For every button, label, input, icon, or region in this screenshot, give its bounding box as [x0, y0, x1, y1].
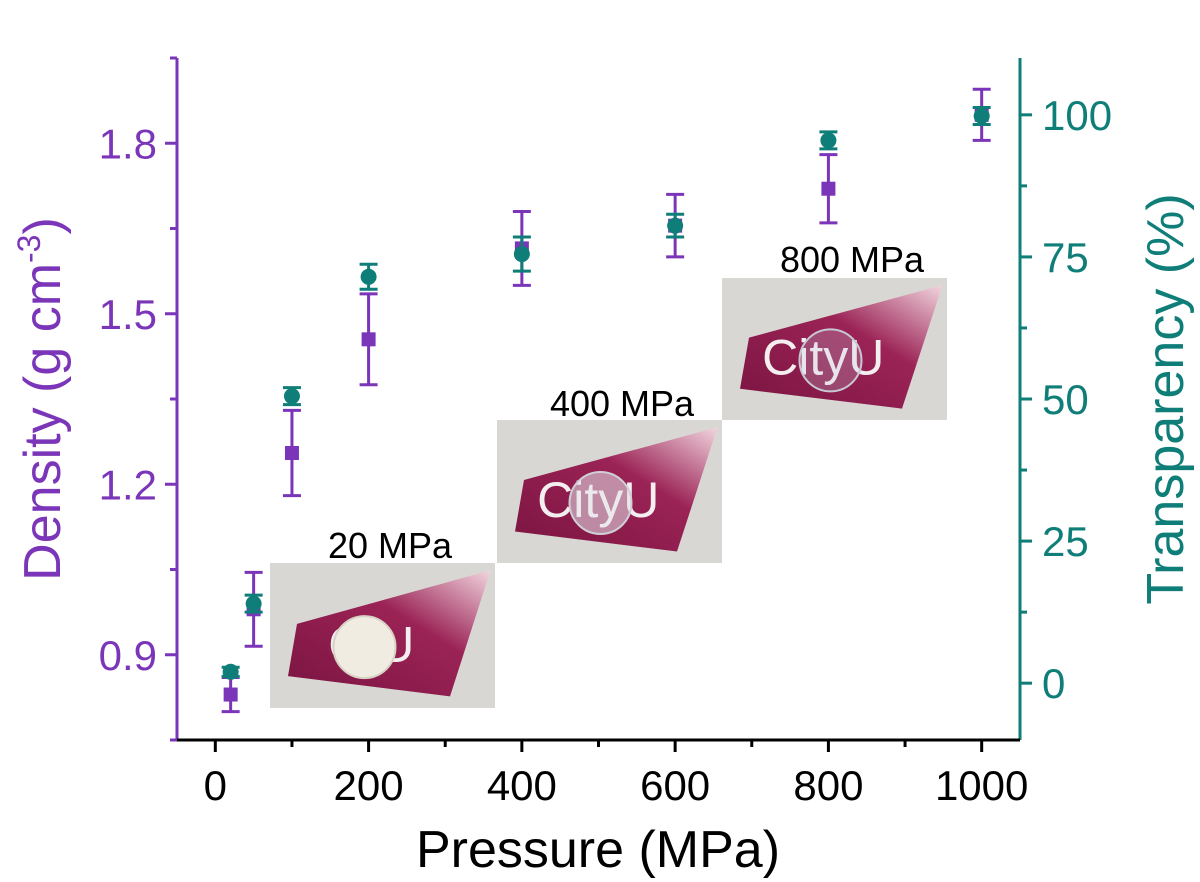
transparency-point — [360, 268, 377, 285]
sample-disk — [568, 470, 633, 535]
transparency-point — [513, 246, 530, 263]
x-axis-title: Pressure (MPa) — [416, 821, 780, 879]
photo-inset-1: C U20 MPa — [270, 525, 495, 708]
right-tick-label: 50 — [1042, 376, 1089, 423]
series-layer — [221, 87, 991, 714]
left-axis-title: Density (g cm-3) — [11, 217, 72, 581]
transparency-point — [283, 388, 300, 405]
transparency-point — [667, 217, 684, 234]
logo-card — [740, 285, 943, 409]
density-point — [821, 181, 836, 196]
x-tick-label: 800 — [793, 762, 863, 809]
right-axis-ticks: 0 25 50 75 100 — [1020, 92, 1112, 707]
density-point — [223, 687, 238, 702]
density-point — [284, 445, 299, 460]
pressure-annotation: 20 MPa — [328, 525, 453, 566]
photo-inset-3: CityU 800 MPa — [722, 239, 947, 420]
pressure-annotation: 400 MPa — [550, 383, 695, 424]
x-axis-ticks: 0 200 400 600 800 1000 — [204, 740, 1028, 809]
left-tick-label: 1.5 — [99, 291, 157, 338]
x-tick-label: 400 — [487, 762, 557, 809]
pressure-annotation: 800 MPa — [780, 239, 925, 280]
right-tick-label: 75 — [1042, 234, 1089, 281]
left-axis-title-close: ) — [14, 217, 72, 234]
x-tick-label: 600 — [640, 762, 710, 809]
density-point — [361, 332, 376, 347]
x-tick-label: 0 — [204, 762, 227, 809]
right-tick-label: 0 — [1042, 660, 1065, 707]
photo-insets: C U20 MPaCityU400 MPa CityU 800 MPa — [270, 239, 947, 708]
photo-inset-2: CityU400 MPa — [497, 383, 722, 563]
left-tick-label: 1.2 — [99, 461, 157, 508]
left-axis-title-main: Density (g cm — [14, 263, 72, 581]
sample-disk — [332, 615, 397, 680]
left-tick-label: 1.8 — [99, 120, 157, 167]
right-tick-label: 25 — [1042, 518, 1089, 565]
transparency-series — [221, 105, 991, 680]
transparency-point — [222, 663, 239, 680]
left-axis-ticks: 0.9 1.2 1.5 1.8 — [99, 56, 177, 742]
transparency-point — [820, 132, 837, 149]
left-axis-title-sup: -3 — [11, 235, 47, 263]
transparency-point — [245, 595, 262, 612]
left-tick-label: 0.9 — [99, 632, 157, 679]
x-tick-label: 1000 — [935, 762, 1028, 809]
transparency-point — [973, 107, 990, 124]
sample-disk — [798, 328, 863, 393]
logo-text: CityU — [762, 330, 884, 386]
x-tick-label: 200 — [334, 762, 404, 809]
right-tick-label: 100 — [1042, 92, 1112, 139]
right-axis-title: Transparency (%) — [1137, 193, 1195, 604]
